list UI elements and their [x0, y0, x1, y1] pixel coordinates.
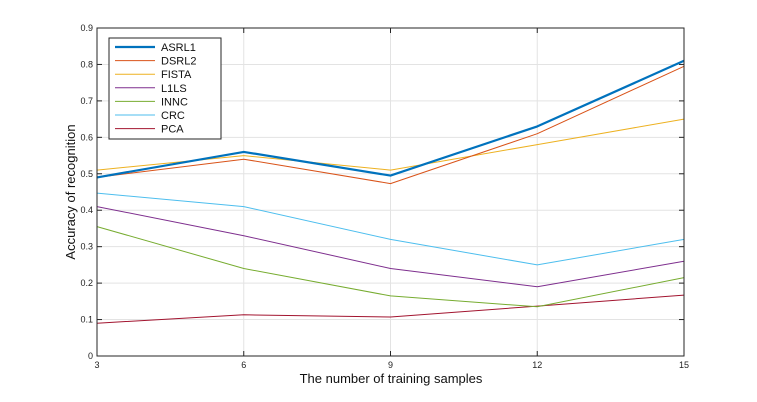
y-tick-label: 0.7 — [80, 96, 93, 106]
legend-label-fista: FISTA — [161, 69, 192, 81]
legend-label-pca: PCA — [161, 124, 184, 136]
y-tick-label: 0.8 — [80, 59, 93, 69]
y-tick-label: 0.5 — [80, 169, 93, 179]
series-lines — [96, 59, 685, 324]
legend-label-crc: CRC — [161, 110, 185, 122]
x-tick-label: 12 — [532, 360, 542, 370]
y-tick-label: 0.3 — [80, 242, 93, 252]
x-axis-label: The number of training samples — [300, 371, 483, 386]
x-tick-label: 15 — [679, 360, 689, 370]
series-line-asrl1 — [96, 59, 685, 179]
legend-label-l1ls: L1LS — [161, 83, 187, 95]
axis-ticks: 3 6 9 12 15 0 0.1 0.2 0.3 0.4 0.5 0.6 0.7 0.8 0.9 — [80, 23, 689, 370]
y-tick-label: 0 — [88, 351, 93, 361]
legend-label-innc: INNC — [161, 96, 188, 108]
y-tick-label: 0.4 — [80, 205, 93, 215]
series-line-l1ls — [96, 206, 685, 288]
x-tick-label: 6 — [241, 360, 246, 370]
series-line-pca — [96, 294, 685, 324]
y-tick-label: 0.1 — [80, 315, 93, 325]
y-axis-label: Accuracy of recognition — [63, 124, 78, 259]
series-line-dsrl2 — [96, 65, 685, 185]
legend-label-asrl1: ASRL1 — [161, 42, 196, 54]
legend-box — [108, 37, 222, 140]
x-tick-label: 9 — [388, 360, 393, 370]
series-line-crc — [96, 192, 685, 266]
y-tick-label: 0.2 — [80, 278, 93, 288]
legend-label-dsrl2: DSRL2 — [161, 56, 196, 68]
series-line-innc — [96, 226, 685, 308]
y-tick-label: 0.9 — [80, 23, 93, 33]
x-tick-label: 3 — [94, 360, 99, 370]
y-tick-label: 0.6 — [80, 132, 93, 142]
